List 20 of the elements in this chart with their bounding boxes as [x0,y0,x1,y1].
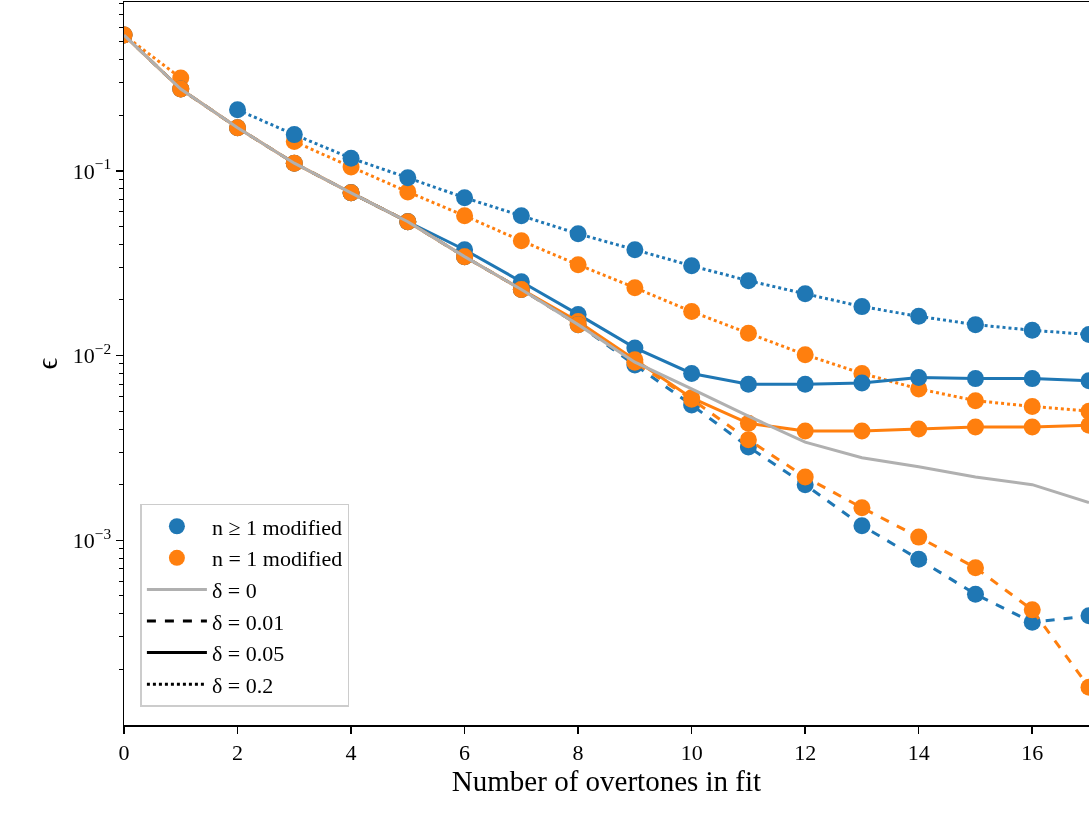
x-tick-label: 4 [345,739,357,765]
x-tick-label: 2 [232,739,244,765]
legend-label: δ = 0 [211,578,257,604]
x-tick-label: 10 [680,739,703,765]
x-tick-label: 0 [118,739,130,765]
y-axis-title: ϵ [31,357,64,370]
x-tick-label: 14 [907,739,930,765]
y-tick-label: 10$^{−2}$ [72,340,112,369]
legend-label: n = 1 modified [211,546,343,572]
x-axis-title: Number of overtones in fit [451,764,762,797]
y-tick-label: 10$^{−1}$ [72,155,112,184]
legend-label: δ = 0.2 [211,672,274,698]
y-tick-label: 10$^{−3}$ [72,524,112,553]
x-tick-label: 12 [794,739,817,765]
legend-label: δ = 0.01 [211,609,285,635]
x-tick-label: 8 [572,739,584,765]
x-tick-label: 16 [1021,739,1044,765]
legend-label: n ≥ 1 modified [211,514,342,540]
legend-label: δ = 0.05 [211,641,285,667]
x-tick-label: 6 [459,739,471,765]
